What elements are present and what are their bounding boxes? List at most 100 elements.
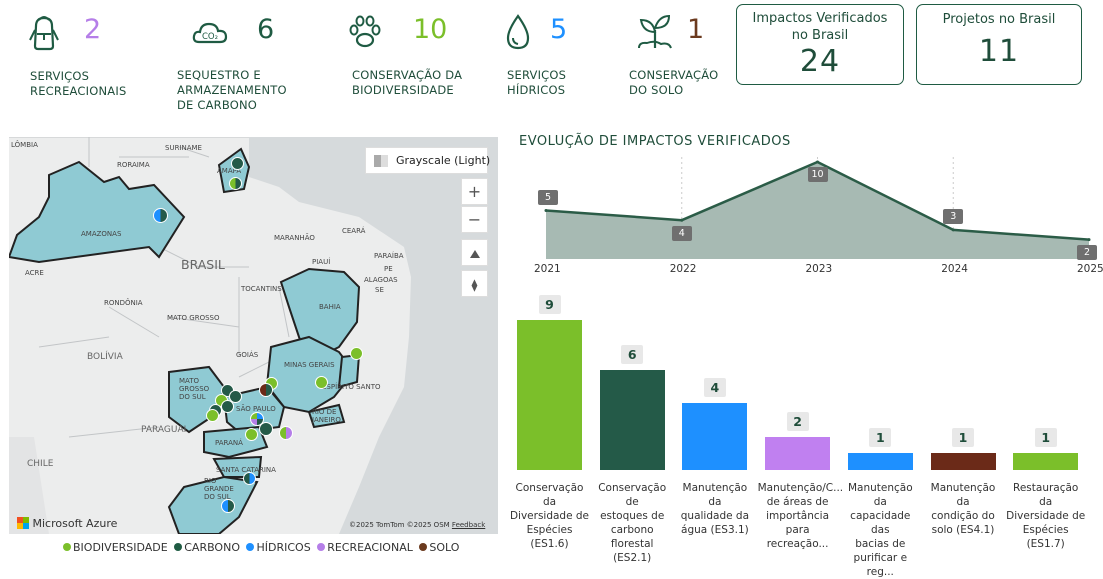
bar-category-label: Conservação da Diversidade de Espécies (ES… bbox=[510, 481, 590, 551]
bar-category-line: importância bbox=[766, 510, 830, 522]
marker-amapa-2[interactable] bbox=[229, 177, 242, 190]
bar-category-line: condição do bbox=[931, 510, 995, 522]
bar[interactable] bbox=[682, 403, 748, 470]
map-label: SÃO PAULO bbox=[236, 405, 276, 413]
card-title: Impactos Verificados no Brasil bbox=[752, 11, 888, 43]
area-x-tick: 2021 bbox=[534, 263, 561, 275]
legend-item: RECREACIONAL bbox=[317, 541, 413, 554]
kpi-value: 2 bbox=[84, 14, 102, 45]
map-view[interactable]: LÔMBIA SURINAME RORAIMA AMAPÁ AMAZONAS B… bbox=[9, 137, 498, 534]
marker-ms-2[interactable] bbox=[229, 390, 242, 403]
map-label: ALAGOAS bbox=[364, 276, 398, 284]
bar-category-line: água (ES3.1) bbox=[681, 524, 749, 536]
bar-category-line: Espécies (ES1.6) bbox=[526, 524, 573, 550]
legend-label: SOLO bbox=[429, 541, 460, 554]
marker-sp-3[interactable] bbox=[245, 428, 258, 441]
map-label: AMAPÁ bbox=[217, 167, 242, 175]
zoom-in-button[interactable]: + bbox=[461, 178, 488, 205]
bar[interactable] bbox=[847, 453, 913, 470]
map-label: CHILE bbox=[27, 459, 54, 469]
bar[interactable] bbox=[765, 436, 831, 470]
bar-data-label: 1 bbox=[1034, 428, 1057, 448]
card-title: Projetos no Brasil bbox=[942, 12, 1056, 27]
bar[interactable] bbox=[599, 370, 665, 470]
pitch-button[interactable] bbox=[461, 239, 488, 266]
area-point[interactable] bbox=[951, 228, 955, 232]
projects-brazil-card: Projetos no Brasil 11 bbox=[916, 4, 1082, 85]
impacts-verified-card: Impactos Verificados no Brasil 24 bbox=[736, 4, 904, 85]
map-label: SANTA CATARINA bbox=[216, 466, 276, 474]
map-label: PE bbox=[384, 265, 393, 273]
marker-amapa-1[interactable] bbox=[231, 157, 244, 170]
zoom-out-button[interactable]: − bbox=[461, 206, 488, 233]
marker-amazonas[interactable] bbox=[153, 208, 168, 223]
marker-rs[interactable] bbox=[221, 499, 235, 513]
map-canvas[interactable] bbox=[9, 137, 498, 534]
map-legend: BIODIVERSIDADE CARBONO HÍDRICOS RECREACI… bbox=[63, 541, 462, 554]
feedback-link[interactable]: Feedback bbox=[451, 521, 486, 529]
svg-text:CO₂: CO₂ bbox=[202, 32, 218, 42]
legend-item: SOLO bbox=[419, 541, 459, 554]
map-label: CEARÁ bbox=[342, 227, 366, 235]
area-data-label: 10 bbox=[807, 167, 828, 182]
bar[interactable] bbox=[1013, 453, 1079, 470]
legend-label: CARBONO bbox=[184, 541, 240, 554]
bar-category-line: carbono bbox=[610, 524, 654, 536]
bar-category-line: florestal (ES2.1) bbox=[610, 538, 654, 564]
bar-data-label: 4 bbox=[703, 378, 726, 398]
marker-bahia[interactable] bbox=[350, 347, 363, 360]
marker-sp-1[interactable] bbox=[250, 412, 264, 426]
area-point[interactable] bbox=[1087, 238, 1091, 242]
map-label: PARANÁ bbox=[215, 439, 243, 447]
area-data-label: 2 bbox=[1077, 244, 1097, 260]
bar-category-line: Manutenção da bbox=[847, 482, 913, 508]
bar-category-label: Manutenção da condição do solo (ES4.1) bbox=[923, 481, 1003, 537]
marker-ms-6[interactable] bbox=[206, 409, 219, 422]
legend-dot bbox=[174, 543, 183, 551]
map-label: ACRE bbox=[25, 269, 44, 277]
area-data-label: 5 bbox=[538, 189, 558, 205]
marker-goias-2[interactable] bbox=[259, 383, 273, 397]
bar[interactable] bbox=[517, 320, 582, 470]
area-point[interactable] bbox=[680, 218, 684, 222]
sprout-icon bbox=[638, 14, 672, 49]
bar-category-line: estoques de bbox=[600, 510, 665, 522]
kpi-label: SERVIÇOS RECREACIONAIS bbox=[30, 69, 127, 98]
kpi-label: CONSERVAÇÃO DA BIODIVERSIDADE bbox=[352, 68, 463, 97]
map-label: SE bbox=[375, 286, 384, 294]
area-point[interactable] bbox=[816, 160, 819, 164]
bar-category-line: Conservação da bbox=[515, 482, 584, 508]
bar-category-line: purificar e reg... bbox=[853, 552, 908, 578]
kpi-value: 10 bbox=[413, 14, 448, 45]
map-label: TOCANTINS bbox=[241, 285, 282, 293]
bar-category-line: Manutenção da bbox=[682, 482, 748, 508]
marker-minas[interactable] bbox=[315, 376, 328, 389]
card-value: 24 bbox=[799, 44, 841, 79]
area-point[interactable] bbox=[544, 209, 548, 212]
state-rio bbox=[307, 403, 346, 429]
area-x-tick: 2025 bbox=[1077, 263, 1103, 275]
map-label: RIO DE JANEIRO bbox=[312, 408, 341, 424]
bar-category-label: Manutenção da capacidade das bacias de puri… bbox=[840, 481, 920, 579]
map-label: BRASIL bbox=[181, 257, 225, 272]
marker-rj[interactable] bbox=[279, 426, 293, 440]
kpi-label: CONSERVAÇÃO DO SOLO bbox=[629, 68, 719, 97]
state-amazonas bbox=[9, 160, 186, 264]
compass-icon: ⧫ bbox=[471, 278, 478, 292]
map-style-button[interactable]: Grayscale (Light) bbox=[365, 147, 490, 174]
legend-item: CARBONO bbox=[174, 541, 240, 554]
kpi-label: SEQUESTRO E ARMAZENAMENTO DE CARBONO bbox=[177, 68, 287, 112]
map-label: RORAIMA bbox=[117, 161, 150, 169]
bar-category-label: Restauração da Diversidade de Espécies (ES… bbox=[1006, 481, 1086, 551]
map-label: MARANHÃO bbox=[274, 234, 315, 242]
marker-ms-4[interactable] bbox=[221, 400, 234, 413]
marker-sc[interactable] bbox=[243, 472, 256, 485]
compass-button[interactable]: ⧫ bbox=[461, 270, 488, 297]
marker-sp-2[interactable] bbox=[259, 422, 273, 436]
map-label: PARAÍBA bbox=[374, 252, 404, 260]
bar-category-line: Espécies (ES1.7) bbox=[1022, 524, 1069, 550]
bar[interactable] bbox=[930, 453, 996, 470]
azure-brand: Microsoft Azure bbox=[17, 517, 117, 530]
bar-category-label: Conservação de estoques de carbono floresta… bbox=[592, 481, 672, 565]
bar-category-line: capacidade das bbox=[850, 510, 911, 536]
